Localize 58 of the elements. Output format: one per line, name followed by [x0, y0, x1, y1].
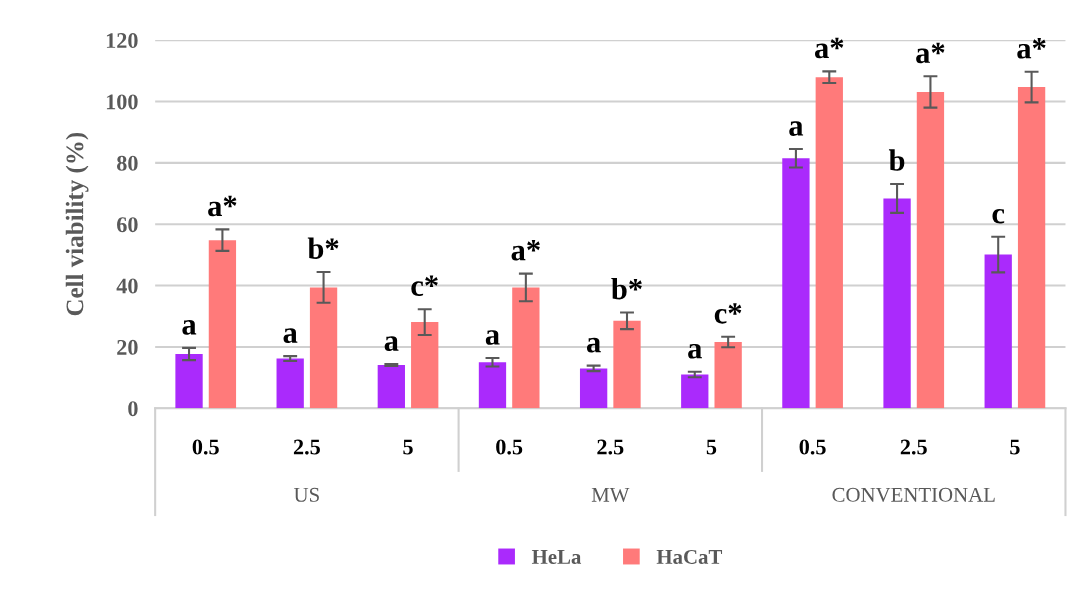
- bar: [984, 254, 1012, 409]
- data-label: a: [182, 320, 197, 335]
- x-tick-label: 5: [706, 439, 717, 455]
- bar: [377, 365, 405, 409]
- legend-label: HaCaT: [656, 549, 723, 564]
- bar: [309, 287, 338, 409]
- bar: [613, 320, 641, 409]
- text: MW: [591, 488, 630, 502]
- data-label: a: [384, 336, 399, 351]
- data-label: a: [283, 328, 298, 343]
- legend-label: HeLa: [531, 550, 582, 564]
- text: CONVENTIONAL: [832, 487, 995, 502]
- data-label: a*: [208, 195, 237, 217]
- y-tick-label: 100: [106, 94, 138, 110]
- y-tick-label: 40: [116, 278, 138, 294]
- data-label: c: [992, 208, 1005, 224]
- data-label: a: [485, 330, 500, 345]
- data-label: a*: [511, 239, 540, 261]
- y-tick-label: 120: [106, 33, 138, 49]
- bar: [1017, 87, 1046, 409]
- data-label: a*: [815, 37, 844, 59]
- bar: [579, 368, 608, 409]
- x-tick-label: 0.5: [496, 439, 523, 455]
- bar: [512, 287, 540, 409]
- x-tick-label: 5: [1010, 439, 1020, 455]
- y-axis-title: Cell viability (%): [65, 132, 89, 316]
- text: US: [293, 487, 319, 502]
- data-label: c*: [714, 303, 742, 324]
- x-tick-label: 0.5: [799, 439, 826, 455]
- data-label: b*: [307, 237, 339, 259]
- data-label: a: [789, 121, 804, 136]
- bar: [175, 353, 203, 409]
- x-tick-label: 2.5: [597, 439, 624, 455]
- x-tick-label: 2.5: [900, 439, 927, 455]
- x-tick-label: 5: [403, 439, 413, 455]
- bar: [478, 362, 507, 409]
- bar: [714, 342, 742, 409]
- bar: [411, 322, 439, 409]
- bar: [276, 358, 304, 409]
- bar: [916, 91, 945, 409]
- data-label: a*: [1017, 38, 1046, 59]
- bar: [883, 198, 911, 409]
- bar: [782, 158, 810, 409]
- y-tick-label: 20: [117, 339, 138, 355]
- data-label: c*: [411, 275, 438, 297]
- data-label: b*: [611, 277, 642, 300]
- x-tick-label: 0.5: [192, 439, 219, 455]
- bar: [681, 374, 709, 409]
- y-tick-label: 60: [117, 217, 138, 233]
- x-tick-label: 2.5: [293, 439, 320, 455]
- y-tick-label: 80: [117, 155, 138, 171]
- data-label: b: [888, 149, 905, 171]
- data-label: a*: [916, 42, 945, 64]
- y-tick-label: 0: [128, 401, 138, 417]
- bar: [815, 77, 843, 409]
- data-label: a: [688, 343, 702, 359]
- bar: [208, 240, 237, 409]
- data-label: a: [586, 337, 601, 353]
